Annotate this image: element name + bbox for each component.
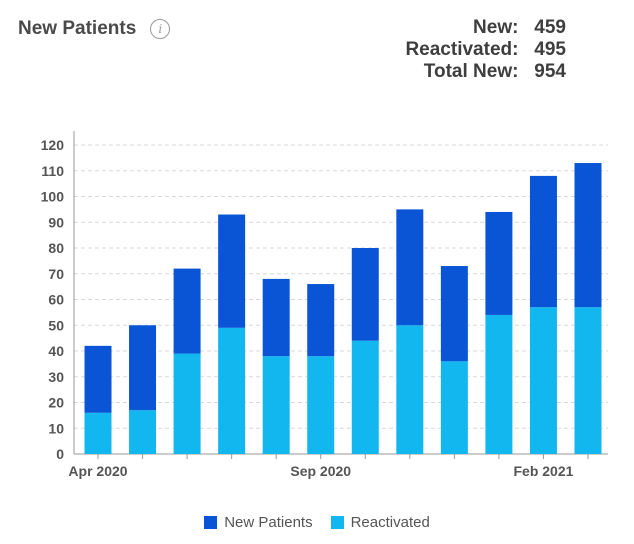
y-tick-label: 110 (41, 163, 64, 179)
x-tick-label: Apr 2020 (68, 463, 127, 479)
bar-reactivated (440, 361, 468, 454)
summary-new-value: 459 (534, 17, 566, 38)
bar-new-patients (351, 248, 379, 341)
bar-reactivated (173, 353, 201, 454)
bar-reactivated (307, 356, 335, 454)
bar-new-patients (218, 214, 246, 328)
summary-reactivated-label: Reactivated: (405, 39, 519, 60)
summary-reactivated: Reactivated: 495 (405, 39, 566, 61)
y-tick-label: 60 (48, 292, 64, 308)
chart-legend: New Patients Reactivated (0, 514, 634, 531)
legend-swatch-reactivated (330, 516, 344, 529)
summary-total-value: 954 (534, 61, 566, 82)
summary-new-label: New: (473, 17, 519, 38)
legend-item-new-patients[interactable]: New Patients (204, 514, 313, 531)
y-tick-label: 30 (48, 369, 64, 385)
bar-reactivated (485, 314, 513, 454)
chart-title: New Patients i (18, 18, 171, 40)
bar-new-patients (173, 268, 201, 354)
bar-new-patients (129, 325, 157, 411)
y-tick-label: 80 (48, 240, 64, 256)
y-tick-label: 0 (56, 446, 64, 462)
bar-reactivated (351, 340, 379, 454)
legend-label-reactivated: Reactivated (350, 514, 430, 531)
info-icon[interactable]: i (150, 19, 171, 39)
bar-reactivated (218, 327, 246, 454)
chart-title-text: New Patients (18, 18, 137, 39)
x-tick-label: Feb 2021 (513, 463, 573, 479)
bar-reactivated (574, 307, 602, 454)
bar-new-patients (440, 266, 468, 362)
legend-item-reactivated[interactable]: Reactivated (330, 514, 430, 531)
y-tick-label: 100 (41, 189, 65, 205)
summary-total: Total New: 954 (405, 61, 566, 83)
bar-reactivated (84, 412, 112, 454)
summary-new: New: 459 (405, 17, 566, 39)
bar-new-patients (485, 211, 513, 315)
x-tick-label: Sep 2020 (290, 463, 351, 479)
y-tick-label: 90 (48, 214, 64, 230)
legend-label-new-patients: New Patients (224, 514, 313, 531)
bar-reactivated (396, 325, 424, 454)
bar-reactivated (129, 410, 157, 454)
bar-new-patients (396, 209, 424, 326)
y-tick-label: 20 (48, 395, 64, 411)
bar-new-patients (307, 284, 335, 357)
bar-reactivated (262, 356, 290, 454)
summary-total-label: Total New: (423, 61, 519, 82)
y-tick-label: 70 (48, 266, 64, 282)
y-tick-label: 10 (48, 420, 64, 436)
y-tick-label: 50 (48, 317, 64, 333)
bar-new-patients (84, 345, 112, 413)
summary-panel: New: 459 Reactivated: 495 Total New: 954 (405, 17, 566, 83)
stacked-bar-chart: 0 10 20 30 40 50 60 70 80 90 100 110 120 Apr 2020 Sep … (41, 131, 608, 479)
summary-reactivated-value: 495 (534, 39, 566, 60)
bar-new-patients (262, 278, 290, 357)
bar-new-patients (574, 163, 602, 308)
bar-reactivated (529, 307, 557, 454)
y-tick-label: 40 (48, 343, 64, 359)
bar-new-patients (529, 175, 557, 308)
legend-swatch-new-patients (204, 516, 218, 529)
y-tick-label: 120 (41, 137, 65, 153)
